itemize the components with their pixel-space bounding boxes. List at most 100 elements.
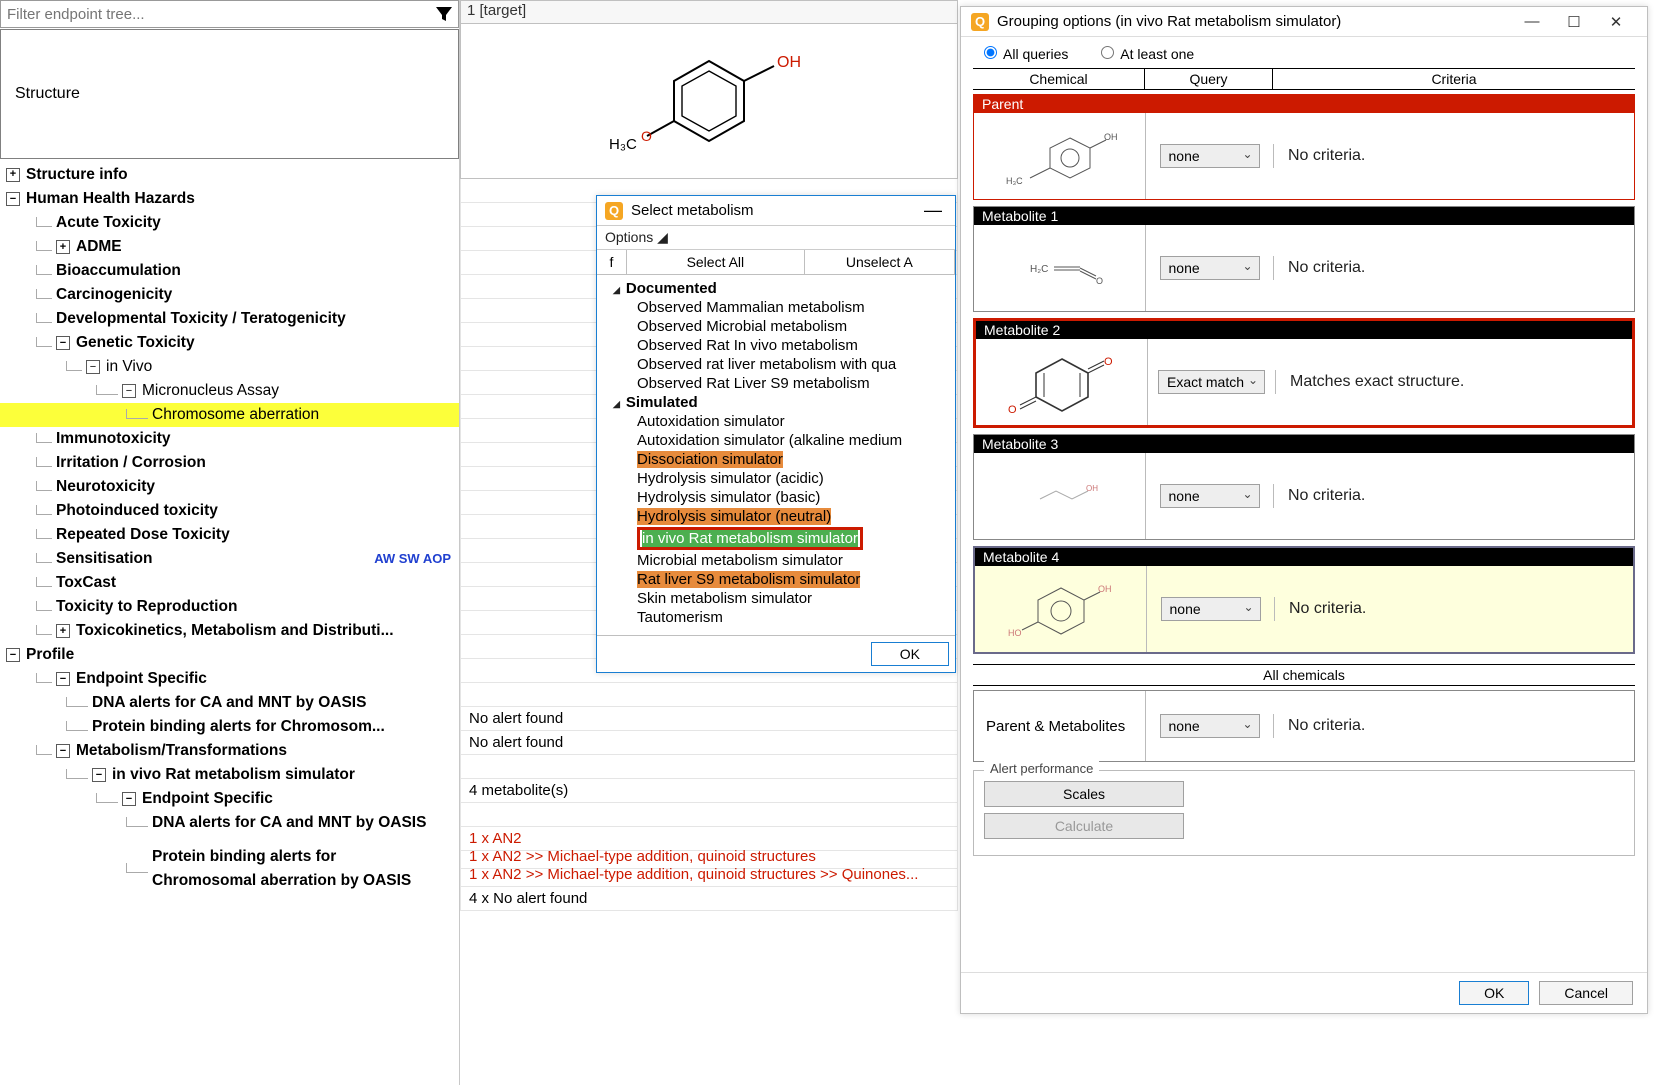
metab-item[interactable]: Autoxidation simulator [597, 412, 955, 431]
metab-item[interactable]: Observed Microbial metabolism [597, 317, 955, 336]
tree-repdose[interactable]: Repeated Dose Toxicity [56, 523, 230, 547]
ok-button[interactable]: OK [1459, 981, 1529, 1005]
cancel-button[interactable]: Cancel [1539, 981, 1633, 1005]
tree-dna-alerts2[interactable]: DNA alerts for CA and MNT by OASIS [152, 811, 426, 835]
svg-text:H₂C: H₂C [1030, 264, 1048, 275]
collapse-icon[interactable]: − [122, 384, 136, 398]
tree-prot-bind2[interactable]: Protein binding alerts for Chromosomal a… [152, 845, 432, 893]
tree-neuro[interactable]: Neurotoxicity [56, 475, 155, 499]
filter-input[interactable] [1, 4, 434, 25]
all-queries-radio[interactable]: All queries [979, 46, 1068, 62]
tree-invivo[interactable]: in Vivo [106, 355, 152, 379]
pm-criteria: No criteria. [1274, 717, 1634, 735]
collapse-icon[interactable]: − [56, 672, 70, 686]
group-documented[interactable]: Documented [597, 279, 955, 298]
col-query: Query [1145, 69, 1273, 89]
collapse-icon[interactable]: − [56, 744, 70, 758]
card-parent-header: Parent [974, 95, 1634, 113]
collapse-icon[interactable]: − [92, 768, 106, 782]
pm-query-dropdown[interactable]: none [1160, 714, 1260, 738]
metab-item[interactable]: Hydrolysis simulator (neutral) [597, 507, 955, 526]
tree-profile[interactable]: Profile [26, 643, 74, 667]
svg-text:H₃C: H₃C [609, 136, 637, 153]
metab-count: 4 metabolite(s) [460, 779, 958, 803]
tree-immuno[interactable]: Immunotoxicity [56, 427, 171, 451]
collapse-icon[interactable]: − [122, 792, 136, 806]
tree-ep-spec[interactable]: Endpoint Specific [76, 667, 207, 691]
metab-item[interactable]: Hydrolysis simulator (acidic) [597, 469, 955, 488]
minimize-button[interactable]: — [919, 200, 947, 221]
parent-criteria: No criteria. [1274, 147, 1634, 165]
target-header: 1 [target] [460, 0, 958, 24]
m2-query-dropdown[interactable]: Exact match [1158, 370, 1265, 394]
alert-perf-label: Alert performance [984, 761, 1099, 776]
unselect-all-button[interactable]: Unselect A [805, 250, 955, 274]
parent-structure: H₃COH [974, 113, 1146, 199]
metab-item[interactable]: Skin metabolism simulator [597, 589, 955, 608]
tree-acute[interactable]: Acute Toxicity [56, 211, 161, 235]
expand-icon[interactable]: + [56, 240, 70, 254]
ok-button[interactable]: OK [871, 642, 949, 666]
dialog-title: Grouping options (in vivo Rat metabolism… [997, 13, 1511, 30]
metab-item[interactable]: Dissociation simulator [597, 450, 955, 469]
m4-structure: OHHO [975, 566, 1147, 652]
parent-query-dropdown[interactable]: none [1160, 144, 1260, 168]
metab-item[interactable]: Autoxidation simulator (alkaline medium [597, 431, 955, 450]
collapse-icon[interactable]: − [6, 192, 20, 206]
tree-rat-sim[interactable]: in vivo Rat metabolism simulator [112, 763, 355, 787]
tree-devtox[interactable]: Developmental Toxicity / Teratogenicity [56, 307, 346, 331]
collapse-icon[interactable]: − [56, 336, 70, 350]
select-all-button[interactable]: Select All [627, 250, 805, 274]
metab-item[interactable]: Observed Rat In vivo metabolism [597, 336, 955, 355]
scales-button[interactable]: Scales [984, 781, 1184, 807]
m4-criteria: No criteria. [1275, 600, 1633, 618]
filter-cell[interactable]: f [597, 250, 627, 274]
tree-prot-bind[interactable]: Protein binding alerts for Chromosom... [92, 715, 385, 739]
tree-metab[interactable]: Metabolism/Transformations [76, 739, 287, 763]
tree-micronucleus[interactable]: Micronucleus Assay [142, 379, 279, 403]
tree-adme[interactable]: ADME [76, 235, 122, 259]
metab-item[interactable]: Observed rat liver metabolism with qua [597, 355, 955, 374]
tree-photo[interactable]: Photoinduced toxicity [56, 499, 218, 523]
tree-ep-spec2[interactable]: Endpoint Specific [142, 787, 273, 811]
tree-toxrep[interactable]: Toxicity to Reproduction [56, 595, 237, 619]
tree-bioacc[interactable]: Bioaccumulation [56, 259, 181, 283]
tree-chrom-ab[interactable]: Chromosome aberration [152, 403, 319, 427]
tree-toxcast[interactable]: ToxCast [56, 571, 116, 595]
metab-item[interactable]: Tautomerism [597, 608, 955, 627]
options-menu[interactable]: Options ◢ [597, 226, 955, 250]
metab-item[interactable]: Rat liver S9 metabolism simulator [597, 570, 955, 589]
m3-query-dropdown[interactable]: none [1160, 484, 1260, 508]
metab-item[interactable]: Observed Rat Liver S9 metabolism [597, 374, 955, 393]
tree-gentox[interactable]: Genetic Toxicity [76, 331, 195, 355]
metab-item[interactable]: Observed Mammalian metabolism [597, 298, 955, 317]
svg-text:HO: HO [1008, 628, 1022, 638]
collapse-icon[interactable]: − [6, 648, 20, 662]
at-least-one-radio[interactable]: At least one [1096, 46, 1194, 62]
tree-irrit[interactable]: Irritation / Corrosion [56, 451, 206, 475]
endpoint-tree-panel: Structure +Structure info −Human Health … [0, 0, 460, 1085]
minimize-button[interactable]: — [1511, 13, 1553, 30]
collapse-icon[interactable]: − [86, 360, 100, 374]
m1-query-dropdown[interactable]: none [1160, 256, 1260, 280]
filter-row [0, 0, 459, 28]
calculate-button[interactable]: Calculate [984, 813, 1184, 839]
close-button[interactable]: ✕ [1595, 13, 1637, 31]
metab-item[interactable]: Hydrolysis simulator (basic) [597, 488, 955, 507]
group-simulated[interactable]: Simulated [597, 393, 955, 412]
tree-hhh[interactable]: Human Health Hazards [26, 187, 195, 211]
tree-dna-alerts[interactable]: DNA alerts for CA and MNT by OASIS [92, 691, 366, 715]
m4-query-dropdown[interactable]: none [1161, 597, 1261, 621]
m1-criteria: No criteria. [1274, 259, 1634, 277]
metab-item[interactable]: in vivo Rat metabolism simulator [597, 526, 955, 551]
tree-carcin[interactable]: Carcinogenicity [56, 283, 172, 307]
expand-icon[interactable]: + [6, 168, 20, 182]
metab-item[interactable]: Microbial metabolism simulator [597, 551, 955, 570]
select-metabolism-dialog: Q Select metabolism — Options ◢ f Select… [596, 195, 956, 673]
tree-structure-info[interactable]: Structure info [26, 163, 128, 187]
tree-sensit[interactable]: Sensitisation [56, 547, 152, 571]
tree-toxkin[interactable]: Toxicokinetics, Metabolism and Distribut… [76, 619, 394, 643]
maximize-button[interactable]: ☐ [1553, 13, 1595, 31]
endpoint-tree: +Structure info −Human Health Hazards Ac… [0, 159, 459, 893]
expand-icon[interactable]: + [56, 624, 70, 638]
